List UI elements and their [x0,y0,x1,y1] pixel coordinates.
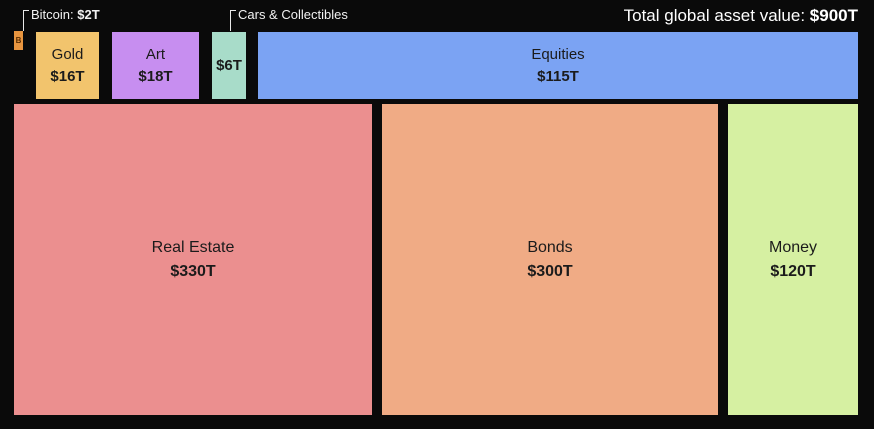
bitcoin-callout-line [23,10,29,31]
cell-value: $16T [50,67,85,85]
bitcoin-glyph: B [15,35,22,45]
cell-value: $300T [527,262,573,280]
cell-value: $115T [537,67,579,85]
cell-label: Art [145,45,166,63]
bitcoin-callout-label: Bitcoin: [31,7,74,22]
cell-label: Real Estate [151,239,235,257]
chart-title: Total global asset value: $900T [624,6,858,26]
treemap-cell-equities: Equities $115T [258,32,858,99]
treemap-cell-gold: Gold $16T [36,32,99,99]
cell-label: Gold [51,45,84,63]
cars-callout-label: Cars & Collectibles [238,7,348,22]
bitcoin-callout-value: $2T [77,7,100,22]
treemap-cell-bitcoin: B [14,31,23,50]
cell-value: $120T [770,262,816,280]
treemap-cell-art: Art $18T [112,32,199,99]
total-label: Total global asset value: [623,6,806,25]
treemap-cell-real-estate: Real Estate $330T [14,104,372,415]
cell-value: $330T [170,262,216,280]
cell-label: Money [768,239,818,257]
bitcoin-callout: Bitcoin: $2T [31,7,100,22]
treemap-cell-cars-collectibles: $6T [212,32,246,99]
treemap-cell-money: Money $120T [728,104,858,415]
cars-callout: Cars & Collectibles [238,7,348,22]
total-value: $900T [809,6,858,25]
cell-value: $18T [138,67,173,85]
cell-label: Equities [531,45,585,63]
treemap-cell-bonds: Bonds $300T [382,104,718,415]
cell-label: Bonds [527,239,573,257]
cell-value: $6T [216,56,242,74]
cars-callout-line [230,10,236,31]
